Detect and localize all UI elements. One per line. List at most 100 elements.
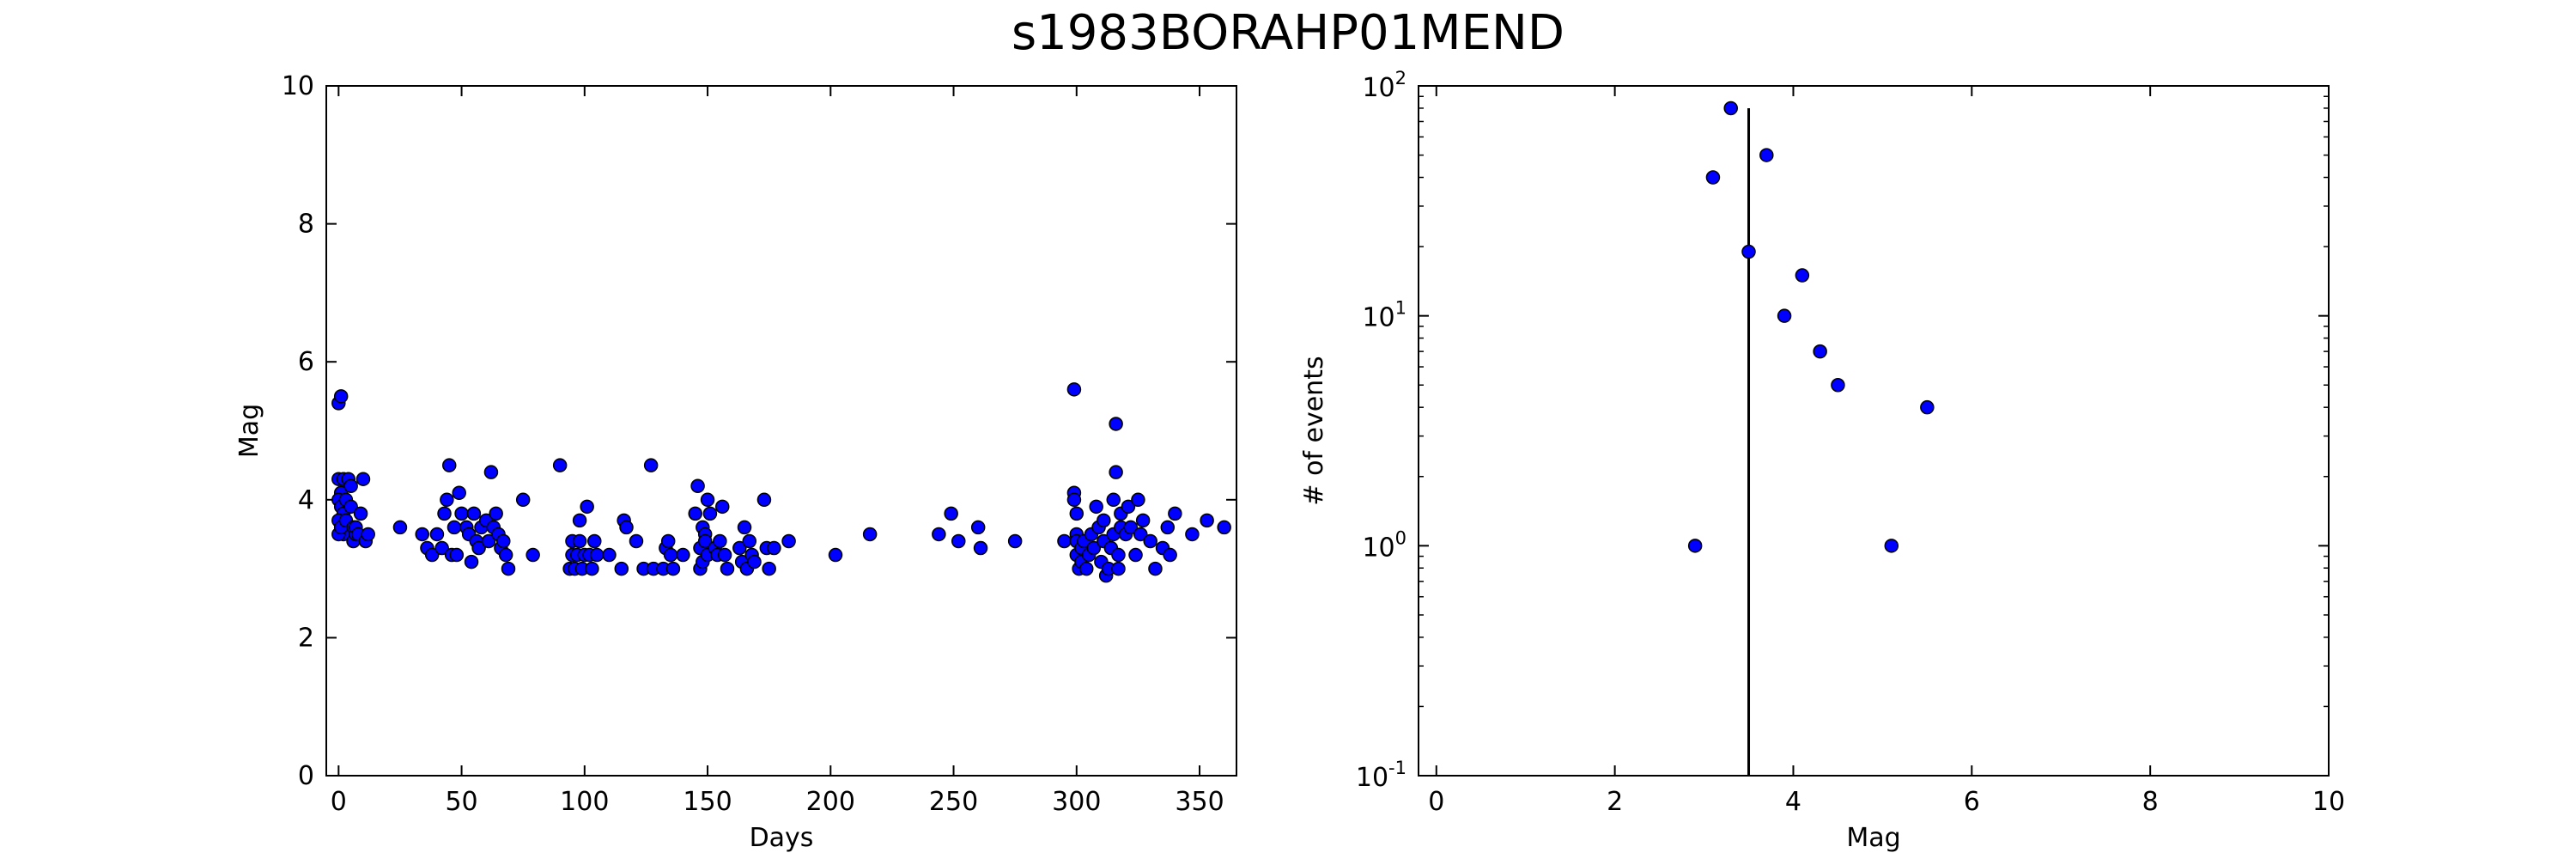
- right-point: [1884, 539, 1899, 553]
- left-point: [429, 527, 445, 542]
- left-point: [333, 389, 349, 404]
- right-xlabel: Mag: [1846, 823, 1900, 853]
- panel-mag-histogram: 0 2 4 6 8 10 10-1 100 101 102 Mag # of events: [1299, 68, 2345, 853]
- right-point: [1687, 539, 1703, 553]
- left-point: [1066, 382, 1082, 397]
- left-point: [449, 547, 465, 563]
- left-point: [862, 527, 878, 542]
- left-point: [572, 513, 587, 528]
- left-point: [447, 520, 462, 535]
- left-point: [767, 540, 781, 556]
- left-point: [489, 506, 503, 521]
- left-point: [1057, 533, 1072, 549]
- left-point: [1148, 561, 1163, 576]
- left-xtick-label: 0: [331, 787, 347, 817]
- left-point: [614, 561, 629, 576]
- left-point: [1160, 520, 1176, 535]
- left-xtick-label: 350: [1175, 787, 1224, 817]
- left-point: [589, 547, 605, 563]
- left-point: [713, 533, 727, 549]
- right-point: [1813, 344, 1827, 359]
- left-xlabel: Days: [750, 823, 814, 853]
- left-point: [1143, 533, 1157, 549]
- left-point: [944, 506, 958, 521]
- left-point: [663, 547, 678, 563]
- right-xtick-label: 0: [1428, 787, 1444, 817]
- left-point: [602, 547, 617, 563]
- right-ytick-label: 10-1: [1356, 758, 1406, 793]
- left-point: [1111, 561, 1126, 576]
- left-point: [1078, 561, 1094, 576]
- left-xtick-label: 200: [806, 787, 855, 817]
- right-point: [1759, 148, 1774, 162]
- left-point: [1185, 527, 1200, 542]
- left-xtick-label: 300: [1052, 787, 1101, 817]
- left-point: [1109, 417, 1123, 431]
- left-xtick-label: 50: [445, 787, 477, 817]
- left-xtick-label: 250: [929, 787, 978, 817]
- left-axes-frame: [325, 85, 1237, 777]
- left-ytick-label: 10: [282, 71, 314, 101]
- left-ytick-label: 8: [298, 210, 314, 240]
- left-point: [552, 458, 568, 472]
- left-point: [643, 458, 659, 472]
- left-point: [343, 478, 358, 493]
- left-point: [441, 458, 457, 472]
- left-point: [1106, 492, 1121, 508]
- left-point: [1123, 520, 1139, 535]
- panel-days-vs-mag: 0 50 100 150 200 250 300 350 0 2 4 6 8 10 Days Mag: [234, 71, 1237, 853]
- left-point: [440, 492, 454, 508]
- left-point: [1135, 513, 1151, 528]
- left-point: [688, 506, 702, 521]
- left-point: [1133, 527, 1148, 542]
- left-point: [1007, 533, 1023, 549]
- left-point: [437, 506, 452, 521]
- left-point: [973, 540, 988, 556]
- left-point: [1097, 513, 1111, 528]
- right-xtick-label: 2: [1607, 787, 1623, 817]
- left-point: [756, 492, 772, 508]
- left-ytick-label: 0: [298, 761, 314, 791]
- right-point: [1831, 377, 1845, 393]
- left-point: [1217, 520, 1231, 535]
- left-point: [353, 506, 368, 521]
- left-point: [1121, 499, 1136, 515]
- left-point: [587, 533, 602, 549]
- left-point: [498, 547, 513, 563]
- right-xtick-label: 4: [1785, 787, 1801, 817]
- left-point: [951, 533, 966, 549]
- left-point: [1069, 506, 1084, 521]
- right-axes-frame: [1418, 85, 2330, 777]
- left-point: [660, 533, 676, 549]
- left-point: [526, 547, 540, 563]
- left-point: [496, 533, 511, 549]
- right-point: [1920, 399, 1935, 415]
- right-point: [1705, 170, 1721, 185]
- left-point: [1111, 547, 1126, 563]
- left-point: [1089, 499, 1103, 515]
- left-point: [1086, 540, 1102, 556]
- left-point: [828, 547, 843, 563]
- left-point: [747, 554, 762, 570]
- left-point: [434, 540, 449, 556]
- left-xtick-label: 100: [560, 787, 609, 817]
- right-ytick-label: 102: [1362, 68, 1406, 103]
- left-point: [483, 465, 499, 479]
- left-point: [481, 533, 496, 549]
- left-point: [424, 547, 440, 563]
- right-point: [1777, 308, 1792, 323]
- left-point: [1168, 506, 1182, 521]
- left-point: [471, 540, 486, 556]
- left-point: [1131, 492, 1145, 508]
- left-point: [452, 485, 466, 501]
- left-ytick-label: 6: [298, 347, 314, 377]
- left-point: [515, 492, 531, 508]
- left-point: [742, 533, 757, 549]
- left-point: [572, 533, 587, 549]
- left-point: [732, 540, 747, 556]
- right-xtick-label: 8: [2142, 787, 2159, 817]
- left-point: [665, 561, 681, 576]
- left-xtick-label: 150: [683, 787, 732, 817]
- left-point: [690, 478, 705, 493]
